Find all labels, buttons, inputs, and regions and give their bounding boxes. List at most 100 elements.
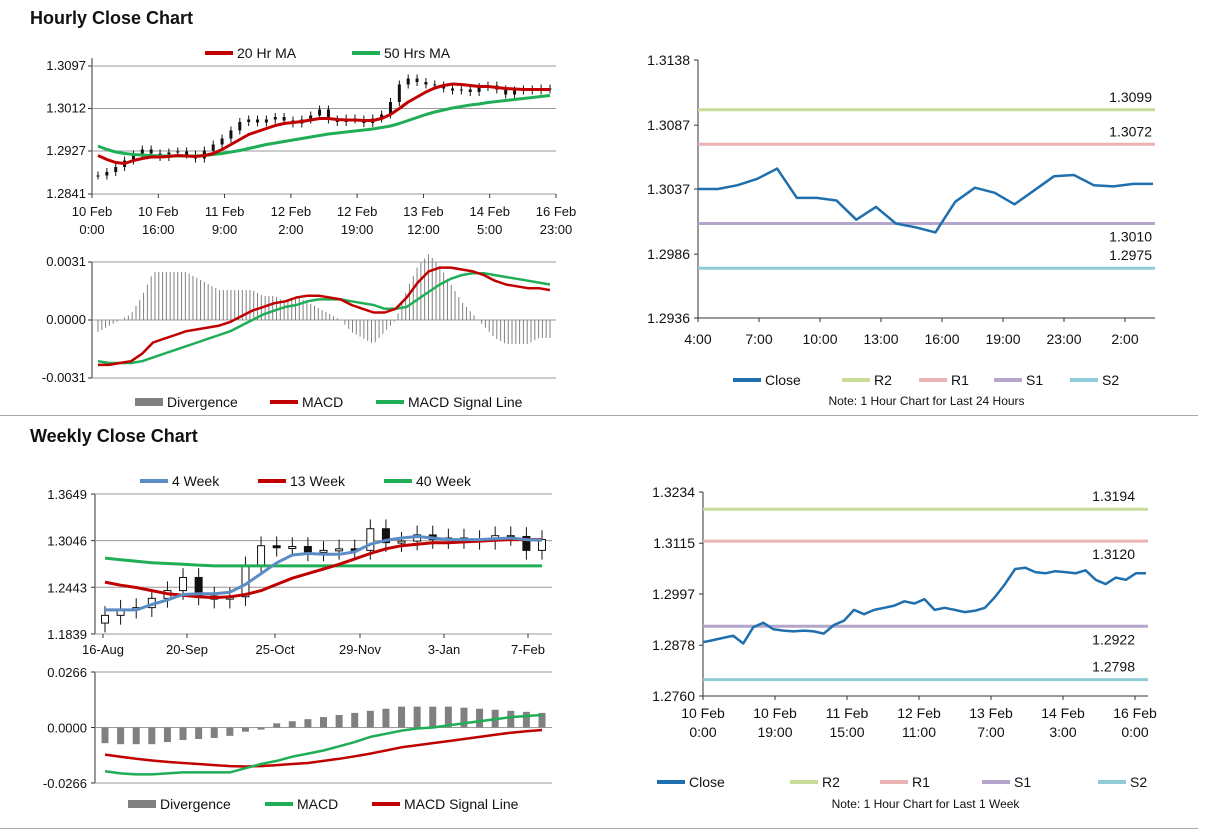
wm-divergence-bar [210,727,218,738]
wm-divergence-bar [320,717,327,728]
wm-divergence-bar [241,727,249,732]
wm-divergence-bar [163,727,171,743]
hp-xtick-date: 14 Feb [469,204,509,219]
weekly_close-xtick-date: 10 Feb [753,705,797,721]
hm-legend-macd-label: MACD [302,394,343,410]
wp-legend-13week-label: 13 Week [290,473,346,489]
hourly_close-level-label-r2: 1.3099 [1109,89,1152,105]
wm-divergence-bar [179,727,187,741]
wp-candle-body [381,528,390,544]
hm-legend-divergence-swatch [135,398,163,406]
hp-candle-body [477,87,481,92]
weekly_close-xtick-time: 0:00 [689,724,716,740]
hp-xtick-time: 23:00 [540,222,573,237]
hp-candle-body [256,119,260,123]
section-divider [0,415,1198,416]
wm-divergence-bar [460,707,468,728]
hp-candle-body [105,172,109,176]
wm-ytick-label: -0.0266 [43,776,87,791]
weekly_close-legend-s1-label: S1 [1014,774,1031,790]
hp-xtick-time: 16:00 [142,222,175,237]
wp-candle-body [179,576,188,592]
hp-candle-body [433,84,437,86]
hp-candle-body [415,78,419,82]
hourly_close-legend-close-label: Close [765,372,801,388]
hp-candle-body [176,151,180,153]
wp-legend-40week-label: 40 Week [416,473,472,489]
hp-candle-body [220,138,224,145]
hm-signal-line [97,271,551,365]
weekly_close-xtick-time: 19:00 [757,724,792,740]
hm-macd-line [98,266,551,367]
hourly-chart-title: Hourly Close Chart [30,8,194,28]
hourly_close-level-label-r1: 1.3072 [1109,123,1152,139]
wp-candle-body [272,545,281,549]
hp-candle-body [424,82,428,85]
hp-candle-body [380,114,384,119]
hp-candle-body [459,89,463,91]
hourly_close-legend-s2-label: S2 [1102,372,1119,388]
hourly_close-xtick-label: 4:00 [684,331,711,347]
wm-divergence-bar [257,727,265,730]
weekly_close-level-label-r2: 1.3194 [1092,488,1135,504]
hp-candle-body [149,149,153,154]
wm-divergence-bar [273,723,281,728]
hourly_close-level-label-s2: 1.2975 [1109,247,1152,263]
weekly_close-xtick-time: 15:00 [829,724,864,740]
hp-xtick-date: 13 Feb [403,204,443,219]
weekly_close-xtick-date: 10 Feb [681,705,725,721]
hp-xtick-time: 5:00 [477,222,502,237]
wm-legend-divergence-swatch [128,800,156,808]
hourly_close-xtick-label: 10:00 [802,331,837,347]
wm-divergence-bar [132,727,140,745]
hp-candle-body [185,151,189,155]
weekly_close-legend-r2-label: R2 [822,774,840,790]
wp-ytick-label: 1.1839 [47,627,87,642]
hp-candle-body [140,149,144,155]
hp-ytick-label: 1.2841 [46,186,86,201]
hourly_close-xtick-label: 23:00 [1046,331,1081,347]
weekly_close-close-line [702,566,1146,645]
bottom-divider [0,828,1198,829]
wp-candle-body [303,546,312,553]
weekly_close-xtick-time: 3:00 [1049,724,1076,740]
weekly_close-xtick-time: 0:00 [1121,724,1148,740]
wm-divergence-bar [226,727,234,736]
wp-candle-body [366,528,375,551]
hp-candle-body [96,175,100,177]
hourly_close-legend-s1-label: S1 [1026,372,1043,388]
hp-candle-body [451,88,455,91]
hp-xtick-date: 12 Feb [337,204,377,219]
wm-divergence-bar [148,727,156,745]
hp-candle-body [264,119,268,123]
hourly_close-xtick-label: 16:00 [924,331,959,347]
wm-legend-divergence-label: Divergence [160,796,231,812]
hm-ytick-label: -0.0031 [42,370,86,385]
hp-xtick-time: 19:00 [341,222,374,237]
hp-xtick-date: 11 Feb [205,204,245,219]
hourly_close-ytick-label: 1.2986 [647,246,690,262]
weekly_close-ytick-label: 1.2760 [652,688,695,704]
wm-ytick-label: 0.0000 [47,721,87,736]
wp-ytick-label: 1.3649 [47,487,87,502]
hp-candle-body [273,117,277,120]
wm-divergence-bar [288,721,296,728]
hourly_close-ytick-label: 1.3138 [647,52,690,68]
wm-divergence-bar [507,710,515,728]
weekly_close-xtick-time: 11:00 [902,724,936,740]
hp-legend-ma50-label: 50 Hrs MA [384,45,451,61]
hourly_close-xtick-label: 2:00 [1111,331,1138,347]
hourly_close-note: Note: 1 Hour Chart for Last 24 Hours [828,394,1024,408]
wm-divergence-bar [366,710,374,728]
wp-13week-line [104,538,542,600]
hourly_close-legend-r1-label: R1 [951,372,969,388]
hm-ytick-label: 0.0000 [46,312,86,327]
wm-divergence-bar [538,712,546,728]
hourly_close-close-line [698,167,1153,234]
wp-ytick-label: 1.3046 [47,534,87,549]
wp-xtick-label: 16-Aug [82,642,124,657]
wp-candle-body [522,535,531,551]
hp-candle-body [504,89,508,95]
wp-ytick-label: 1.2443 [47,580,87,595]
weekly_close-level-label-s1: 1.2922 [1092,631,1135,647]
